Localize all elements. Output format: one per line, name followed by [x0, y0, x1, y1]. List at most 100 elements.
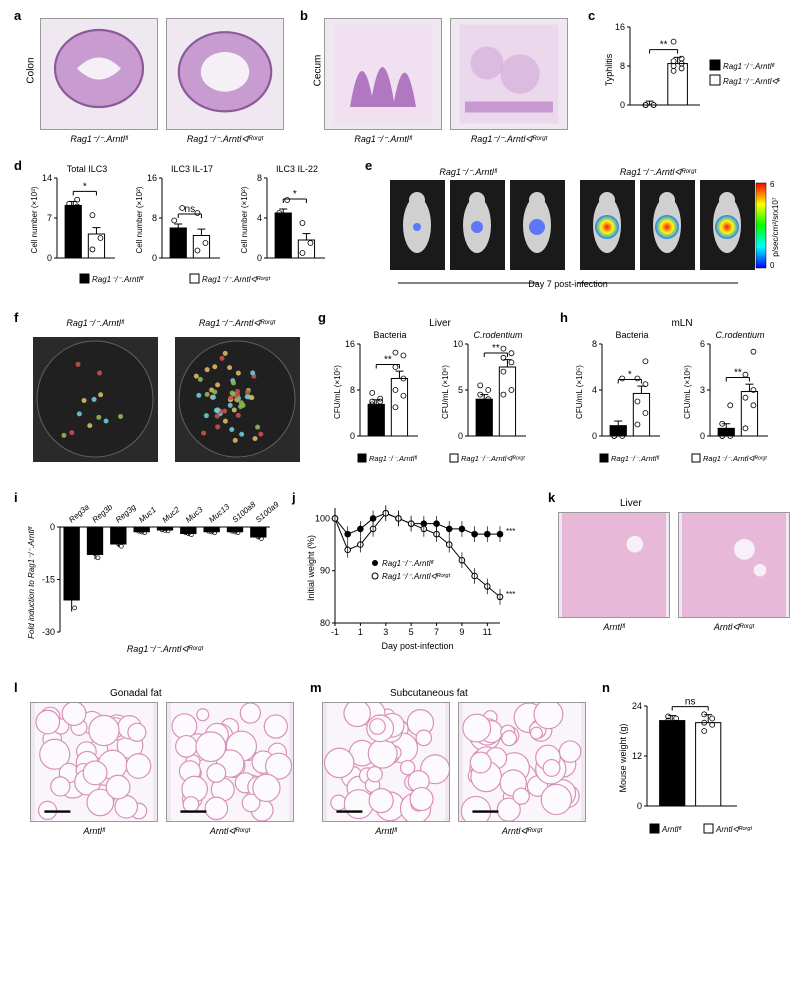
- svg-text:-30: -30: [42, 627, 55, 637]
- svg-text:Rag1⁻/⁻.Arntlᐊᴿᵒʳᵍᵗ: Rag1⁻/⁻.Arntlᐊᴿᵒʳᵍᵗ: [127, 644, 205, 654]
- svg-text:ns: ns: [685, 697, 696, 708]
- svg-text:***: ***: [506, 590, 515, 599]
- svg-text:0: 0: [592, 431, 597, 441]
- panel-label-l: l: [14, 680, 18, 695]
- panel-label-e: e: [365, 158, 372, 173]
- svg-text:Rag1⁻/⁻.Arntlᐊᴿᵒʳᵍᵗ: Rag1⁻/⁻.Arntlᐊᴿᵒʳᵍᵗ: [461, 454, 525, 463]
- svg-text:7: 7: [47, 213, 52, 223]
- genotype-m-fl: Arntlᶠˡ: [322, 826, 450, 836]
- histology-gonadal-fl: [30, 702, 158, 822]
- svg-text:6: 6: [700, 339, 705, 349]
- svg-text:80: 80: [320, 618, 330, 628]
- svg-text:5: 5: [458, 385, 463, 395]
- svg-text:0: 0: [152, 253, 157, 263]
- svg-text:***: ***: [506, 527, 515, 536]
- svg-text:4: 4: [257, 213, 262, 223]
- panel-label-a: a: [14, 8, 21, 23]
- svg-text:Bacteria: Bacteria: [615, 330, 648, 340]
- svg-text:Muc13: Muc13: [207, 502, 232, 525]
- svg-text:Cell number (×10²): Cell number (×10²): [135, 186, 144, 253]
- svg-text:ILC3 IL-17: ILC3 IL-17: [171, 164, 213, 174]
- svg-text:10: 10: [453, 339, 463, 349]
- svg-text:ILC3 IL-22: ILC3 IL-22: [276, 164, 318, 174]
- svg-text:3: 3: [700, 385, 705, 395]
- svg-text:Day post-infection: Day post-infection: [381, 641, 453, 651]
- tissue-label-liver: Liver: [620, 498, 642, 509]
- svg-text:Liver: Liver: [429, 318, 451, 329]
- svg-text:Rag1⁻/⁻.Arntlᶠˡ: Rag1⁻/⁻.Arntlᶠˡ: [92, 275, 144, 284]
- svg-text:0: 0: [770, 261, 775, 270]
- svg-text:Day 7 post-infection: Day 7 post-infection: [528, 279, 608, 289]
- charts-g: LiverBacteria0816**CFU/mL (×10⁵)C.rodent…: [328, 316, 553, 476]
- svg-text:90: 90: [320, 566, 330, 576]
- svg-text:3: 3: [383, 627, 388, 637]
- svg-text:C.rodentium: C.rodentium: [715, 330, 765, 340]
- svg-text:100: 100: [315, 513, 330, 523]
- svg-text:C.rodentium: C.rodentium: [473, 330, 523, 340]
- panel-label-c: c: [588, 8, 595, 23]
- svg-text:Typhlitis: Typhlitis: [604, 53, 614, 86]
- panel-label-j: j: [292, 490, 296, 505]
- svg-text:0: 0: [458, 431, 463, 441]
- panel-label-n: n: [602, 680, 610, 695]
- svg-text:Fold induction to Rag1⁻/⁻.Arnt: Fold induction to Rag1⁻/⁻.Arntlᶠˡ: [27, 526, 36, 639]
- svg-text:S100a8: S100a8: [231, 500, 258, 525]
- svg-text:Reg3a: Reg3a: [67, 502, 91, 524]
- svg-text:-15: -15: [42, 575, 55, 585]
- svg-text:CFU/mL (×10⁵): CFU/mL (×10⁵): [575, 365, 584, 419]
- genotype-b-fl: Rag1⁻/⁻.Arntlᶠˡ: [324, 134, 442, 145]
- svg-text:0: 0: [47, 253, 52, 263]
- svg-text:0: 0: [50, 522, 55, 532]
- svg-text:0: 0: [257, 253, 262, 263]
- histology-subcut-fl: [322, 702, 450, 822]
- genotype-l-fl: Arntlᶠˡ: [30, 826, 158, 836]
- petri-dishes: [30, 332, 305, 472]
- svg-text:Muc3: Muc3: [184, 505, 205, 525]
- histology-colon-ko: [166, 18, 284, 130]
- svg-text:8: 8: [350, 385, 355, 395]
- svg-text:**: **: [660, 40, 668, 51]
- svg-text:CFU/mL (×10⁶): CFU/mL (×10⁶): [441, 365, 450, 419]
- tissue-label-gonadal: Gonadal fat: [110, 688, 162, 699]
- svg-text:CFU/mL (×10⁶): CFU/mL (×10⁶): [683, 365, 692, 419]
- svg-text:16: 16: [147, 173, 157, 183]
- svg-text:16: 16: [345, 339, 355, 349]
- svg-text:24: 24: [632, 701, 642, 711]
- charts-h: mLNBacteria048*CFU/mL (×10⁵)C.rodentium0…: [570, 316, 795, 476]
- genotype-a-ko: Rag1⁻/⁻.Arntlᐊᴿᵒʳᵍᵗ: [166, 134, 284, 145]
- svg-text:Rag1⁻/⁻.Arntlᶠˡ: Rag1⁻/⁻.Arntlᶠˡ: [369, 454, 418, 463]
- svg-text:0: 0: [637, 801, 642, 811]
- svg-text:16: 16: [615, 22, 625, 32]
- svg-text:5: 5: [409, 627, 414, 637]
- panel-label-f: f: [14, 310, 18, 325]
- charts-d: Total ILC30714*Cell number (×10³)ILC3 IL…: [25, 162, 355, 292]
- svg-text:11: 11: [483, 627, 492, 637]
- svg-text:14: 14: [42, 173, 52, 183]
- svg-text:8: 8: [620, 61, 625, 71]
- svg-text:Cell number (×10²): Cell number (×10²): [240, 186, 249, 253]
- svg-text:**: **: [384, 355, 392, 366]
- svg-text:0: 0: [620, 100, 625, 110]
- genotype-a-fl: Rag1⁻/⁻.Arntlᶠˡ: [40, 134, 158, 145]
- svg-text:Muc2: Muc2: [161, 505, 182, 525]
- chart-typhlitis: 0816**TyphlitisRag1⁻/⁻.ArntlᶠˡRag1⁻/⁻.Ar…: [600, 15, 780, 150]
- svg-text:Arntlᶠˡ: Arntlᶠˡ: [661, 825, 682, 834]
- chart-j: 8090100-11357911Initial weight (%)Day po…: [300, 498, 540, 668]
- svg-text:Rag1⁻/⁻.Arntlᐊᴿᵒʳᵍᵗ: Rag1⁻/⁻.Arntlᐊᴿᵒʳᵍᵗ: [620, 167, 698, 177]
- genotype-f-ko: Rag1⁻/⁻.Arntlᐊᴿᵒʳᵍᵗ: [172, 318, 302, 329]
- svg-text:Rag1⁻/⁻.Arntlᐊᴿᵒʳᵍᵗ: Rag1⁻/⁻.Arntlᐊᴿᵒʳᵍᵗ: [703, 454, 767, 463]
- panel-label-k: k: [548, 490, 555, 505]
- histology-cecum-ko: [450, 18, 568, 130]
- histology-cecum-fl: [324, 18, 442, 130]
- svg-text:-1: -1: [331, 627, 339, 637]
- svg-text:Rag1⁻/⁻.Arntlᶠˡ: Rag1⁻/⁻.Arntlᶠˡ: [382, 559, 434, 568]
- svg-text:4: 4: [592, 385, 597, 395]
- panel-label-g: g: [318, 310, 326, 325]
- tissue-label-subcutaneous: Subcutaneous fat: [390, 688, 468, 699]
- genotype-f-fl: Rag1⁻/⁻.Arntlᶠˡ: [30, 318, 160, 329]
- genotype-l-ko: Arntlᐊᴿᵒʳᵍᵗ: [166, 826, 294, 837]
- genotype-m-ko: Arntlᐊᴿᵒʳᵍᵗ: [458, 826, 586, 837]
- tissue-label-cecum: Cecum: [312, 55, 323, 87]
- svg-text:**: **: [734, 368, 742, 379]
- svg-text:Muc1: Muc1: [137, 505, 158, 524]
